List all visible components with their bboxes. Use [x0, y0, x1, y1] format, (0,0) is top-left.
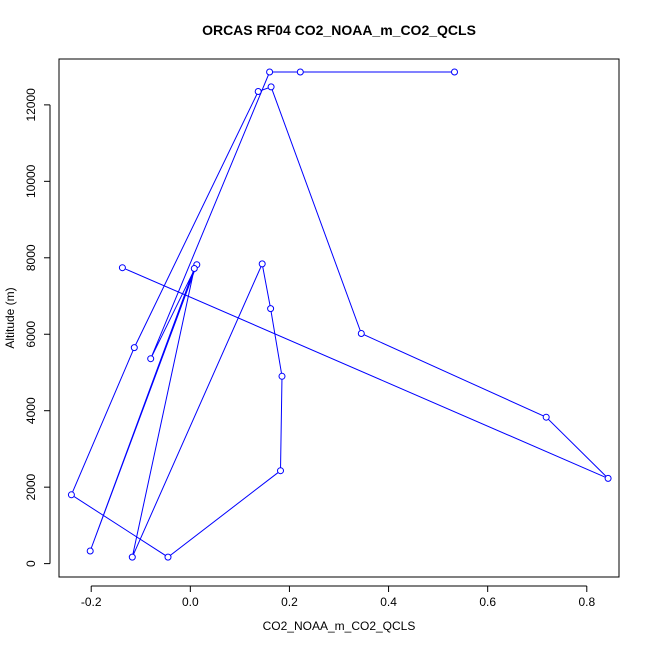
series-line	[70, 71, 609, 558]
y-axis: 0 2000 4000 6000 8000 10000 12000	[24, 88, 51, 567]
y-tick-label: 6000	[24, 321, 38, 348]
data-point	[267, 83, 275, 91]
data-point	[130, 344, 138, 352]
x-axis: -0.2 0.0 0.2 0.4 0.6 0.8	[81, 585, 595, 609]
y-tick-label: 8000	[24, 244, 38, 271]
y-tick-label: 12000	[24, 88, 38, 122]
data-point	[67, 491, 75, 499]
x-tick-label: -0.2	[81, 595, 102, 609]
data-point	[604, 474, 612, 482]
y-tick-label: 2000	[24, 473, 38, 500]
x-tick-label: 0.2	[281, 595, 298, 609]
data-point	[267, 305, 275, 313]
data-point	[451, 68, 458, 76]
data-point	[86, 547, 94, 555]
data-point	[278, 372, 286, 380]
y-tick-label: 10000	[24, 164, 38, 198]
y-tick-label: 4000	[24, 397, 38, 424]
data-point	[164, 553, 172, 561]
data-point	[357, 330, 365, 337]
data-point	[542, 413, 550, 421]
data-point	[128, 553, 136, 561]
data-point	[118, 264, 126, 272]
x-tick-label: 0.8	[578, 595, 595, 609]
x-tick-label: 0.4	[380, 595, 397, 609]
x-tick-label: 0.0	[182, 595, 199, 609]
x-axis-label: CO2_NOAA_m_CO2_QCLS	[263, 619, 416, 633]
data-point	[266, 68, 274, 76]
x-tick-label: 0.6	[479, 595, 496, 609]
y-tick-label: 0	[24, 560, 38, 567]
data-point	[258, 260, 266, 268]
data-point	[190, 265, 198, 272]
data-point	[277, 467, 284, 475]
series-layer	[67, 68, 612, 561]
y-axis-label: Altitude (m)	[3, 287, 17, 348]
data-point	[147, 355, 155, 363]
data-point	[254, 88, 262, 95]
chart-title: ORCAS RF04 CO2_NOAA_m_CO2_QCLS	[202, 22, 476, 38]
plot-frame	[58, 58, 620, 578]
data-point	[296, 68, 304, 76]
